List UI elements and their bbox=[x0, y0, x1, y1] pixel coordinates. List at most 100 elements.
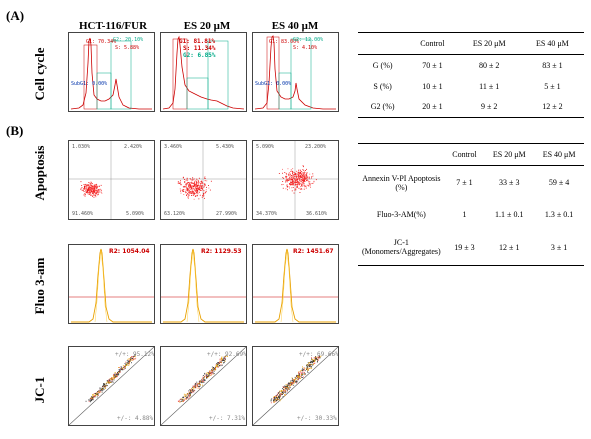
fluo-plot-es20: R2: 1129.53 bbox=[160, 244, 247, 324]
table-cell: 20 ± 1 bbox=[422, 102, 443, 112]
subg1-label: SubG1: 0.00% bbox=[255, 81, 292, 87]
jc1-lower-label: +/-: 7.31% bbox=[209, 415, 246, 422]
panel-label-b: (B) bbox=[6, 123, 24, 138]
g2-label: G2: 6.85% bbox=[183, 52, 216, 59]
jc1-lower-label: +/-: 4.88% bbox=[117, 415, 154, 422]
table-cell: 1.3 ± 0.1 bbox=[544, 210, 574, 219]
table-header: ES 40 μM bbox=[536, 39, 569, 48]
row-label-cell-cycle: Cell cycle bbox=[32, 47, 47, 101]
table-cell: G (%) bbox=[372, 60, 393, 70]
table-cell: 1 bbox=[462, 210, 467, 219]
table-cell: 5 ± 1 bbox=[544, 81, 561, 91]
table-cell: G2 (%) bbox=[370, 102, 395, 112]
cell-cycle-plot-es40: G1: 83.00% G2: 12.00% S: 4.10% SubG1: 0.… bbox=[252, 32, 339, 112]
apoptosis-scatter bbox=[161, 141, 246, 219]
quadrant-ul: 5.090% bbox=[256, 144, 275, 150]
table-cell: 7 ± 1 bbox=[456, 178, 473, 188]
g1-label: G1: 70.34% bbox=[86, 39, 117, 45]
table-cell: 70 ± 1 bbox=[422, 60, 443, 70]
quadrant-ll: 34.370% bbox=[256, 211, 278, 217]
fluo-plot-es40: R2: 1451.67 bbox=[252, 244, 339, 324]
quadrant-ul: 1.030% bbox=[72, 144, 91, 150]
table-cell: 12 ± 1 bbox=[499, 242, 520, 252]
jc1-plot-es40: +/+: 69.66% +/-: 30.33% bbox=[252, 346, 339, 426]
table-cell: 59 ± 4 bbox=[548, 178, 570, 188]
table-row: Fluo-3-AM(%) 1 1.1 ± 0.1 1.3 ± 0.1 bbox=[358, 200, 584, 230]
table-cell: 33 ± 3 bbox=[499, 178, 520, 188]
table-header: Control bbox=[420, 39, 445, 48]
table-cell: 12 ± 2 bbox=[542, 102, 563, 112]
fluo-histogram bbox=[253, 248, 338, 323]
g2-label: G2: 12.00% bbox=[293, 37, 324, 43]
jc1-upper-label: +/+: 95.12% bbox=[115, 351, 155, 358]
apoptosis-plot-control: 1.030% 2.420% 91.460% 5.090% bbox=[68, 140, 155, 220]
quadrant-ll: 63.120% bbox=[164, 211, 186, 217]
table-cell: 1.1 ± 0.1 bbox=[495, 210, 524, 219]
table-header: ES 20 μM bbox=[492, 150, 526, 159]
row-label-jc1: JC-1 bbox=[32, 376, 47, 404]
table-row: S (%) 10 ± 1 11 ± 1 5 ± 1 bbox=[358, 76, 584, 97]
jc1-plot-es20: +/+: 92.69% +/-: 7.31% bbox=[160, 346, 247, 426]
fluo-histogram bbox=[161, 248, 246, 323]
table-cell: 83 ± 1 bbox=[542, 60, 563, 70]
table-cell-cycle: Control ES 20 μM ES 40 μM G (%) 70 ± 1 8… bbox=[358, 32, 584, 118]
table-cell: 9 ± 2 bbox=[480, 102, 498, 112]
col-head-control: HCT-116/FUR bbox=[78, 20, 148, 32]
table-header: ES 40 μM bbox=[542, 150, 576, 159]
table-cell: Annexin V-PI Apoptosis (%) bbox=[362, 173, 441, 192]
s-label: S: 4.10% bbox=[293, 45, 318, 51]
table-header: Control bbox=[452, 150, 477, 159]
quadrant-ll: 91.460% bbox=[72, 211, 94, 217]
panel-label-a: (A) bbox=[6, 8, 25, 23]
s-label: S: 11.34% bbox=[183, 45, 216, 52]
table-cell: S (%) bbox=[373, 81, 392, 91]
g1-label: G1: 83.00% bbox=[269, 39, 300, 45]
quadrant-lr: 5.090% bbox=[126, 211, 145, 217]
subg1-label: SubG1: 0.00% bbox=[71, 81, 108, 87]
quadrant-lr: 27.990% bbox=[216, 211, 238, 217]
r2-label: R2: 1129.53 bbox=[201, 248, 242, 255]
s-label: S: 5.88% bbox=[115, 45, 140, 51]
r2-label: R2: 1054.04 bbox=[109, 248, 150, 255]
quadrant-ul: 3.460% bbox=[164, 144, 183, 150]
jc1-scatter bbox=[69, 347, 154, 425]
cell-cycle-histogram bbox=[70, 37, 152, 110]
col-head-es40: ES 40 μM bbox=[271, 20, 319, 32]
table-cell: 10 ± 1 bbox=[422, 81, 443, 91]
table-cell: 3 ± 1 bbox=[550, 242, 568, 252]
row-label-apoptosis: Apoptosis bbox=[32, 145, 47, 201]
quadrant-lr: 36.610% bbox=[306, 211, 328, 217]
jc1-scatter bbox=[161, 347, 246, 425]
jc1-upper-label: +/+: 69.66% bbox=[299, 351, 339, 358]
apoptosis-plot-es40: 5.090% 23.200% 34.370% 36.610% bbox=[252, 140, 339, 220]
jc1-upper-label: +/+: 92.69% bbox=[207, 351, 247, 358]
cell-cycle-plot-control: G1: 70.34% G2: 20.10% S: 5.88% SubG1: 0.… bbox=[68, 32, 155, 112]
table-cell: 19 ± 3 bbox=[454, 242, 475, 252]
apoptosis-scatter bbox=[69, 141, 154, 219]
table-header bbox=[358, 33, 407, 55]
table-row: G2 (%) 20 ± 1 9 ± 2 12 ± 2 bbox=[358, 97, 584, 118]
col-head-es20: ES 20 μM bbox=[183, 20, 231, 32]
quadrant-ur: 23.200% bbox=[305, 144, 327, 150]
apoptosis-scatter bbox=[253, 141, 338, 219]
cell-cycle-plot-es20: G1: 81.81% S: 11.34% G2: 6.85% bbox=[160, 32, 247, 112]
table-row: G (%) 70 ± 1 80 ± 2 83 ± 1 bbox=[358, 55, 584, 76]
table-header: ES 20 μM bbox=[472, 39, 506, 48]
quadrant-ur: 5.430% bbox=[216, 144, 235, 150]
fluo-plot-control: R2: 1054.04 bbox=[68, 244, 155, 324]
g2-label: G2: 20.10% bbox=[113, 37, 144, 43]
apoptosis-plot-es20: 3.460% 5.430% 63.120% 27.990% bbox=[160, 140, 247, 220]
table-cell: JC-1 (Monomers/Aggregates) bbox=[362, 238, 441, 257]
fluo-histogram bbox=[69, 248, 154, 323]
jc1-lower-label: +/-: 30.33% bbox=[297, 415, 337, 422]
table-cell: 80 ± 2 bbox=[478, 60, 500, 70]
cell-cycle-histogram bbox=[254, 35, 336, 110]
g1-label: G1: 81.81% bbox=[179, 38, 216, 45]
cell-cycle-histogram bbox=[162, 35, 245, 110]
table-cell: 11 ± 1 bbox=[479, 81, 500, 91]
quadrant-ur: 2.420% bbox=[124, 144, 143, 150]
table-row: JC-1 (Monomers/Aggregates) 19 ± 3 12 ± 1… bbox=[358, 230, 584, 266]
table-row: Annexin V-PI Apoptosis (%) 7 ± 1 33 ± 3 … bbox=[358, 166, 584, 200]
table-apoptosis: Control ES 20 μM ES 40 μM Annexin V-PI A… bbox=[358, 143, 584, 266]
row-label-fluo: Fluo 3-am bbox=[32, 257, 47, 315]
